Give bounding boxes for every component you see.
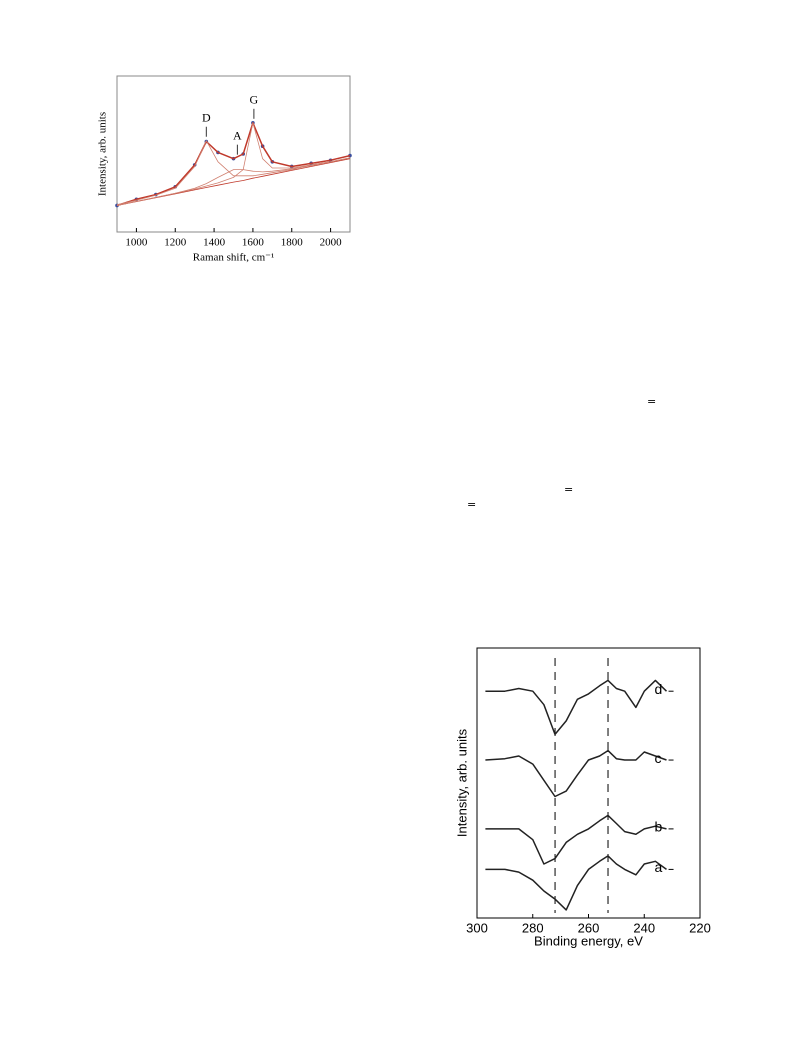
series-line	[485, 679, 668, 736]
x-tick-label: 260	[578, 920, 600, 935]
series-label: d	[655, 681, 663, 697]
annotation: G	[250, 93, 259, 107]
series-line	[485, 855, 667, 911]
x-tick-label: 220	[689, 920, 711, 935]
x-axis-label: Raman shift, cm⁻¹	[193, 252, 275, 264]
symbol: =	[647, 395, 657, 408]
y-axis-label: Intensity, arb. units	[454, 728, 469, 837]
x-tick-label: 1600	[242, 237, 265, 249]
annotation: A	[233, 128, 242, 142]
series-line	[485, 814, 667, 865]
x-tick-label: 240	[633, 920, 655, 935]
series-line	[485, 749, 667, 798]
series-label: a	[655, 859, 663, 875]
symbol: =	[564, 483, 574, 496]
series-label: c	[655, 750, 662, 766]
series-line	[116, 122, 351, 206]
plot-frame	[116, 75, 351, 233]
x-tick-label: 1000	[125, 237, 148, 249]
plot-frame	[476, 647, 701, 919]
x-tick-label: 2000	[320, 237, 343, 249]
x-tick-label: 1400	[203, 237, 226, 249]
x-tick-label: 300	[466, 920, 488, 935]
annotation: D	[202, 110, 211, 124]
series-line	[116, 122, 351, 207]
series-label: b	[655, 819, 663, 835]
symbol: =	[467, 498, 477, 511]
y-axis-label: Intensity, arb. units	[97, 112, 109, 196]
x-tick-label: 1800	[281, 237, 304, 249]
x-axis-label: Binding energy, eV	[534, 933, 643, 948]
x-tick-label: 1200	[164, 237, 187, 249]
x-tick-label: 280	[522, 920, 544, 935]
